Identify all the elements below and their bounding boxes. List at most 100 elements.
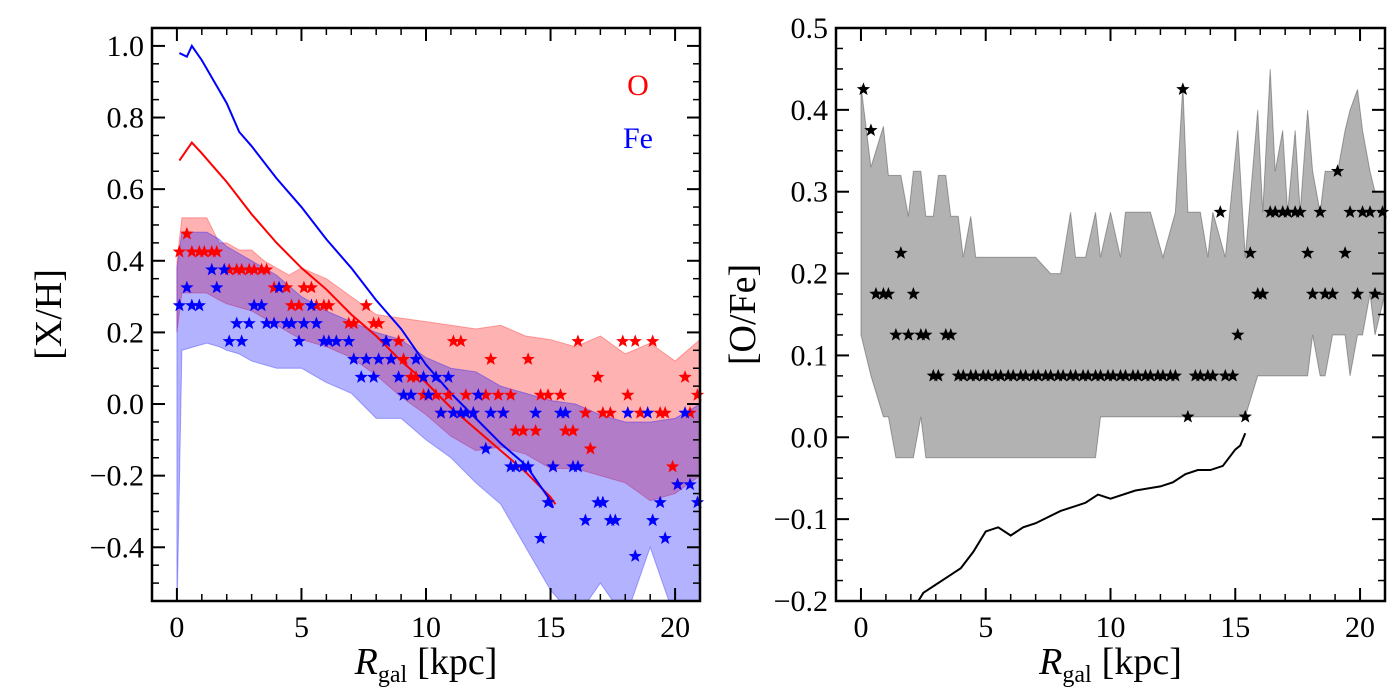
x-tick-label: 5 <box>978 611 993 644</box>
star-marker <box>297 316 311 330</box>
star-marker <box>247 298 261 312</box>
star-marker <box>603 405 617 419</box>
star-marker <box>441 370 456 383</box>
x-tick-label: 10 <box>411 611 441 644</box>
star-marker <box>1051 368 1065 382</box>
y-tick-label: 0.2 <box>107 316 145 349</box>
star-marker <box>1368 287 1382 300</box>
star-marker <box>633 405 647 419</box>
x-tick-label: 20 <box>660 611 690 644</box>
star-marker <box>292 334 306 348</box>
y-tick-label: −0.1 <box>774 503 828 536</box>
star-marker <box>185 244 199 258</box>
star-marker <box>1350 287 1365 300</box>
star-marker <box>1026 368 1040 382</box>
star-marker <box>1281 205 1295 218</box>
star-marker <box>354 370 368 383</box>
star-marker <box>254 298 269 312</box>
star-marker <box>396 352 411 365</box>
star-marker <box>583 441 598 455</box>
star-marker <box>528 405 543 419</box>
star-marker <box>1193 368 1207 382</box>
star-marker <box>1118 368 1133 382</box>
x-tick-label: 20 <box>1345 611 1375 644</box>
y-tick-label: 0.0 <box>107 388 145 421</box>
star-marker <box>571 334 585 348</box>
star-marker <box>372 316 386 330</box>
star-marker <box>628 334 642 348</box>
star-marker <box>621 405 635 419</box>
star-marker <box>616 334 630 348</box>
star-marker <box>1188 368 1202 382</box>
star-marker <box>1168 368 1183 382</box>
star-marker <box>944 327 958 341</box>
star-marker <box>1156 368 1170 382</box>
star-marker <box>1081 368 1095 382</box>
star-marker <box>459 405 473 419</box>
x-tick-label: 5 <box>294 611 309 644</box>
star-marker <box>516 423 530 437</box>
star-marker <box>869 287 883 300</box>
star-marker <box>1181 409 1195 423</box>
star-marker <box>230 316 244 330</box>
star-marker <box>172 298 187 312</box>
y-tick-label: 0.8 <box>107 102 145 135</box>
star-marker <box>479 388 493 401</box>
star-marker <box>304 298 319 312</box>
star-marker <box>1243 246 1257 259</box>
star-marker <box>416 370 431 383</box>
star-marker <box>881 287 896 300</box>
star-marker <box>1325 287 1340 300</box>
star-marker <box>272 280 286 294</box>
x-tick-label: 15 <box>1220 611 1250 644</box>
star-marker <box>533 388 548 401</box>
star-marker <box>621 388 635 401</box>
star-marker <box>404 370 418 383</box>
star-marker <box>180 226 194 240</box>
star-marker <box>678 405 692 419</box>
star-marker <box>670 477 685 491</box>
star-marker <box>1213 205 1227 218</box>
star-marker <box>180 280 194 294</box>
star-marker <box>322 334 336 348</box>
star-marker <box>359 352 373 365</box>
star-marker <box>856 82 871 96</box>
star-marker <box>391 370 406 383</box>
star-marker <box>404 388 418 401</box>
star-marker <box>1363 205 1377 218</box>
star-marker <box>646 513 660 527</box>
star-marker <box>1006 368 1020 382</box>
star-marker <box>596 405 610 419</box>
star-marker <box>1338 246 1352 259</box>
plot-area <box>176 43 700 601</box>
star-marker <box>1226 368 1240 382</box>
y-tick-label: 0.5 <box>791 12 829 45</box>
star-marker <box>317 298 331 312</box>
star-marker <box>259 262 274 276</box>
star-marker <box>205 244 219 258</box>
y-tick-label: 1.0 <box>107 30 145 63</box>
x-label-unit: [kpc] <box>1102 641 1182 683</box>
star-marker <box>1263 205 1277 218</box>
star-marker <box>558 423 573 437</box>
star-marker <box>1001 368 1015 382</box>
star-marker <box>1201 368 1215 382</box>
x-tick-label: 0 <box>169 611 184 644</box>
legend-entry: Fe <box>623 122 653 155</box>
star-marker <box>185 298 199 312</box>
star-marker <box>309 316 324 330</box>
star-marker <box>172 244 187 258</box>
model-line <box>178 141 557 505</box>
star-marker <box>484 405 498 419</box>
band <box>176 231 700 601</box>
model-line <box>178 43 554 509</box>
star-marker <box>571 459 585 473</box>
star-marker <box>192 298 206 312</box>
star-marker <box>956 368 970 382</box>
star-marker <box>1106 368 1120 382</box>
star-marker <box>906 287 921 300</box>
star-marker <box>230 262 244 276</box>
star-marker <box>242 316 256 330</box>
